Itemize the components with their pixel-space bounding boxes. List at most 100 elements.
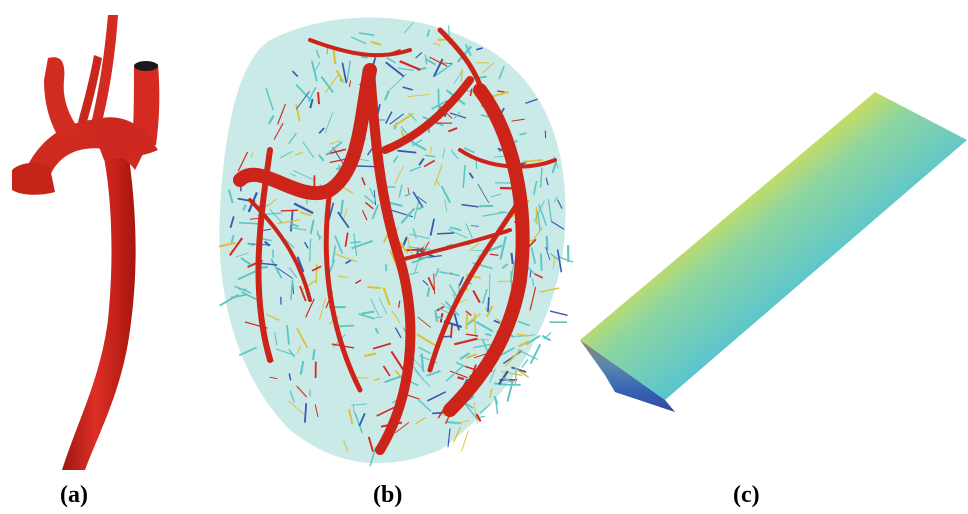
fine-vessel-segment <box>288 226 307 231</box>
fine-vessel-segment <box>415 52 423 59</box>
fine-vessel-segment <box>345 259 352 265</box>
block-top-face <box>580 92 967 400</box>
fine-vessel-segment <box>499 347 515 357</box>
fine-vessel-segment <box>462 164 466 188</box>
fine-vessel-segment <box>463 147 475 154</box>
arch-junction <box>90 117 158 160</box>
fine-vessel-segment <box>482 62 494 74</box>
aorta-illustration <box>12 15 160 470</box>
fine-vessel-segment <box>363 352 377 358</box>
fine-vessel-segment <box>407 93 430 98</box>
fine-vessel-segment <box>290 279 294 300</box>
fine-vessel-segment <box>447 127 458 133</box>
fine-vessel-segment <box>265 87 274 111</box>
fine-vessel-segment <box>449 226 462 232</box>
fine-vessel-segment <box>299 211 312 217</box>
fine-vessel-segment <box>277 103 286 125</box>
fine-vessel-segment <box>432 42 441 46</box>
fine-vessel-segment <box>237 270 256 281</box>
fine-vessel-segment <box>378 297 388 315</box>
fine-vessel-segment <box>331 245 337 263</box>
fine-vessel-segment <box>551 161 558 174</box>
fine-vessel-segment <box>531 278 535 287</box>
fine-vessel-segment <box>465 310 472 317</box>
fine-vessel-segment <box>550 220 565 230</box>
fine-vessel-segment <box>501 263 509 270</box>
fine-vessel-segment <box>299 285 307 302</box>
fine-vessel-segment <box>418 346 431 355</box>
fine-vessel-segment <box>409 233 430 240</box>
fine-vessel-segment <box>369 447 377 467</box>
fine-vessel-segment <box>424 154 436 158</box>
fine-vessel-segment <box>539 167 543 188</box>
fine-vessel-segment <box>556 199 563 209</box>
fine-vessel-segment <box>269 376 278 380</box>
fine-vessel-segment <box>494 155 505 158</box>
fine-vessel-segment <box>407 187 410 195</box>
major-vessels <box>233 27 557 455</box>
fine-vessel-segment <box>314 404 319 418</box>
fine-vessel-segment <box>398 241 409 254</box>
fine-vessel-segment <box>519 132 527 136</box>
panel-a-aorta <box>0 0 210 480</box>
fine-vessel-segment <box>435 62 454 77</box>
fine-vessel-segment <box>465 353 477 359</box>
fine-vessel-segment <box>240 257 252 266</box>
fine-vessel-segment <box>374 327 380 334</box>
fine-vessel-segment <box>552 256 556 269</box>
vascular-network-illustration <box>218 17 574 467</box>
fine-vessel-segment <box>493 395 499 405</box>
caption-a: (a) <box>60 482 88 508</box>
fine-vessel-segment <box>302 141 315 159</box>
fine-vessel-segment <box>530 227 544 243</box>
fine-vessel-segment <box>296 256 305 273</box>
fine-vessel-segment <box>522 159 543 163</box>
fine-vessel-segment <box>385 111 393 124</box>
fine-vessel-segment <box>348 408 354 425</box>
fine-vessel-segment <box>404 248 426 252</box>
fine-vessel-segment <box>230 234 235 244</box>
fine-vessel-segment <box>360 55 368 59</box>
fine-vessel-segment <box>465 314 469 330</box>
fine-vessel-segment <box>422 279 429 286</box>
fine-vessel-segment <box>370 40 381 46</box>
fine-vessel-segment <box>465 223 473 239</box>
fine-vessel-segment <box>485 305 494 318</box>
fine-vessel-segment <box>412 191 424 208</box>
fine-vessel-segment <box>358 313 375 320</box>
fine-vessel-segment <box>453 426 461 443</box>
fine-vessel-segment <box>500 371 523 376</box>
fine-vessel-segment <box>364 201 374 210</box>
fine-vessel-segment <box>296 91 310 110</box>
fine-vessel-segment <box>371 204 380 220</box>
fine-vessel-segment <box>453 313 460 331</box>
fine-vessel-segment <box>453 72 462 85</box>
fine-vessel-segment <box>280 150 293 159</box>
fine-vessel-segment <box>417 196 427 204</box>
fine-vessel-segment <box>499 236 507 260</box>
fine-vessel-segment <box>389 113 405 125</box>
fine-vessel-segment <box>299 360 305 375</box>
caption-c: (c) <box>733 482 760 508</box>
fine-vessel-segment <box>426 287 431 298</box>
fine-vessel-segment <box>431 101 446 110</box>
fine-vessel-segment <box>427 277 436 291</box>
fine-vessel-segment <box>403 22 414 34</box>
fine-vessel-segment <box>332 146 344 165</box>
fine-vessel-segment <box>343 440 349 453</box>
fine-vessel-segment <box>468 172 474 179</box>
fine-vessel-segment <box>372 342 392 350</box>
fine-vessel-segment <box>310 60 318 82</box>
fine-vessel-segment <box>295 103 301 122</box>
fine-vessel-segment <box>397 149 417 154</box>
fine-vessel-segment <box>499 211 508 214</box>
fine-vessel-segment <box>458 276 465 286</box>
fine-vessel-segment <box>539 253 543 271</box>
fine-vessel-segment <box>309 238 312 262</box>
fine-vessel-segment <box>228 237 244 257</box>
fine-vessel-segment <box>525 98 538 105</box>
fine-vessel-segment <box>447 428 451 448</box>
fine-vessel-segment <box>444 199 448 213</box>
fine-vessel-segment <box>361 177 366 186</box>
fine-vessel-segment <box>384 90 390 101</box>
